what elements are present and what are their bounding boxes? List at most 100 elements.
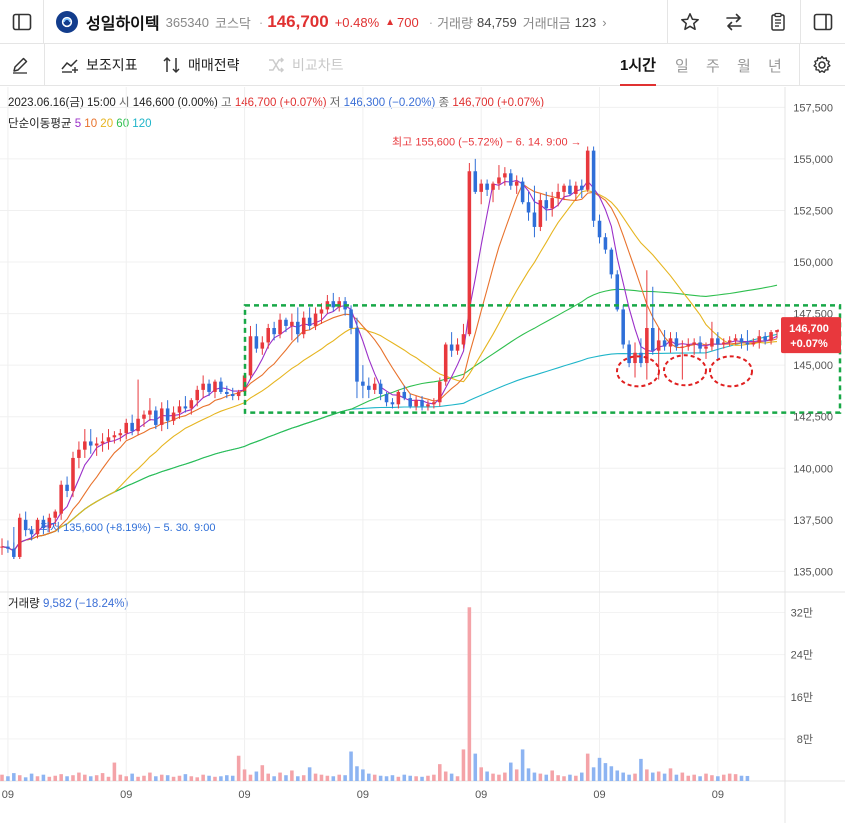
volume-bar (479, 767, 483, 781)
candle-body (420, 400, 424, 407)
volume-bar (692, 774, 696, 781)
candle-body (301, 317, 306, 335)
candle-body (680, 346, 685, 348)
price-axis-label: 155,000 (793, 154, 833, 166)
volume-bar (183, 774, 188, 781)
volume-bar (142, 775, 146, 781)
change-amount: 700 (397, 14, 419, 30)
price-axis-label: 157,500 (793, 102, 833, 114)
candle-body (201, 383, 205, 390)
period-month-tab[interactable]: 월 (737, 57, 751, 75)
divider (44, 44, 45, 86)
volume-bar (390, 775, 395, 781)
price-axis-label: 152,500 (793, 205, 833, 217)
swap-arrows-icon[interactable] (712, 0, 756, 44)
stock-name[interactable]: 성일하이텍 (86, 16, 160, 33)
settings-gear-icon[interactable] (800, 44, 844, 86)
ma10-legend: 10 (84, 118, 98, 130)
volume-bar (585, 753, 590, 781)
candle-body (367, 385, 371, 390)
volume-bar (544, 774, 549, 781)
time-axis-label: 09 (357, 789, 369, 801)
volume-bar (627, 774, 631, 781)
period-day-tab[interactable]: 일 (675, 57, 689, 75)
panel-toggle-right-icon[interactable] (801, 0, 845, 44)
candle-body (674, 338, 679, 347)
candle-body (372, 383, 377, 390)
last-price-tag-value: 146,700 (789, 323, 829, 335)
candle-body (106, 437, 111, 442)
volume-bar (65, 776, 69, 781)
support-box-annotation (243, 304, 842, 414)
volume-bar (721, 774, 726, 781)
volume-bar (88, 776, 93, 781)
volume-bar (603, 763, 608, 781)
volume-bar (438, 764, 442, 781)
time-axis-label: 09 (120, 789, 132, 801)
volume-bar (432, 774, 436, 781)
period-year-tab[interactable]: 년 (768, 57, 782, 75)
candle-body (88, 441, 93, 446)
volume-label: 거래량 (437, 15, 473, 31)
volume-bar (461, 749, 466, 781)
amount-label: 거래대금 (522, 15, 571, 31)
candle-body (225, 391, 229, 394)
candle-body (189, 400, 194, 409)
candle-body (662, 340, 667, 347)
volume-bar (426, 775, 430, 781)
more-chevron-icon[interactable]: › (602, 14, 607, 30)
stock-header-bar: 성일하이텍 365340 코스닥 · 146,700 +0.48% ▲ 700 … (0, 0, 845, 44)
candle-body (71, 457, 75, 491)
period-week-tab[interactable]: 주 (706, 57, 720, 75)
period-1hour-tab[interactable]: 1시간 (620, 44, 656, 86)
chart-area[interactable]: 2023.06.16(금) 15:00 시 146,600 (0.00%) 고 … (0, 87, 845, 823)
candle-body (503, 173, 507, 178)
volume-bar (556, 775, 560, 781)
volume-bar (17, 775, 22, 781)
candle-body (455, 344, 460, 351)
volume-bar (402, 774, 407, 781)
price-axis-label: 142,500 (793, 412, 833, 424)
separator-dot: · (258, 14, 264, 30)
volume-bar (35, 776, 40, 781)
volume-axis-label: 24만 (791, 649, 813, 662)
candle-body (509, 173, 513, 186)
volume-bar (645, 769, 649, 781)
ma-legend[interactable]: 단순이동평균 5 10 20 60 120 (8, 115, 151, 131)
strategy-button[interactable]: 매매전략 (162, 44, 240, 86)
candle-body (597, 220, 602, 238)
draw-pencil-icon[interactable] (10, 44, 30, 86)
ma10-line (1, 183, 778, 552)
favorite-star-icon[interactable] (668, 0, 712, 44)
time-axis-label: 09 (475, 789, 487, 801)
compare-button[interactable]: 비교차트 (266, 44, 344, 86)
volume-bar (242, 769, 247, 781)
candlestick-chart[interactable]: 최고 155,600 (−5.72%) − 6. 14. 9:00 → ← 최저 … (0, 87, 845, 823)
candle-body (426, 404, 430, 407)
volume-bar (290, 770, 294, 781)
candle-body (698, 342, 702, 349)
volume-bar (491, 773, 495, 781)
candle-body (207, 383, 211, 392)
volume-axis-label: 32만 (791, 607, 813, 620)
price-axis-label: 150,000 (793, 257, 833, 269)
candle-body (479, 183, 483, 192)
indicator-button[interactable]: 보조지표 (60, 44, 138, 86)
close-value: 146,700 (+0.07%) (452, 97, 545, 109)
candle-body (704, 346, 708, 349)
volume-bar (355, 766, 359, 781)
clipboard-icon[interactable] (756, 0, 800, 44)
volume-bar (680, 772, 685, 781)
volume-bar (704, 773, 708, 781)
indicator-chart-icon (61, 59, 78, 73)
volume-bar (384, 776, 389, 781)
volume-bar (201, 774, 205, 781)
volume-bar (94, 775, 99, 781)
candle-body (656, 340, 661, 351)
candle-body (171, 412, 176, 421)
panel-toggle-left-icon[interactable] (0, 0, 44, 44)
candle-body (313, 313, 318, 326)
highlight-circle-annotation (709, 355, 753, 388)
volume-bar (639, 758, 643, 781)
volume-bar (171, 776, 176, 781)
